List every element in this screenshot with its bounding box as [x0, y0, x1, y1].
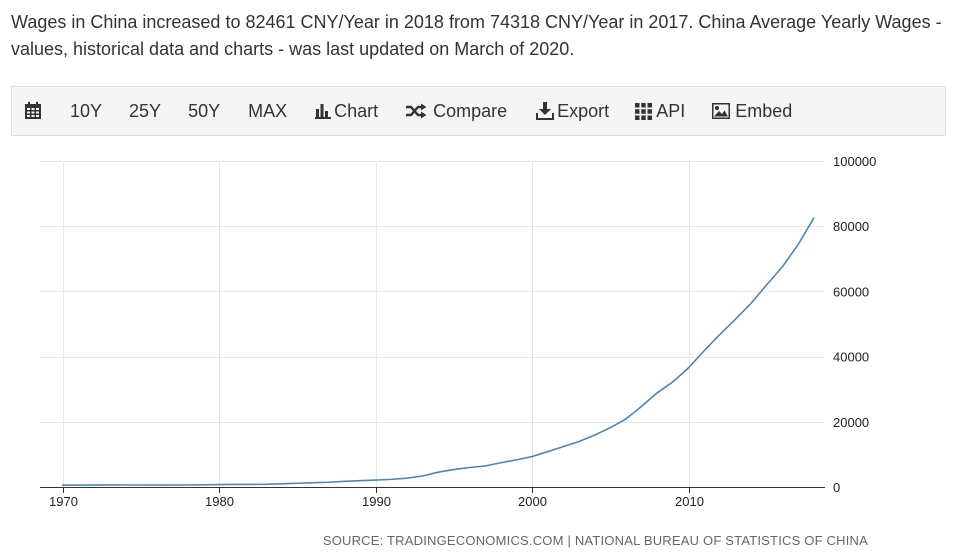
- chart-type-button[interactable]: Chart: [315, 101, 378, 122]
- y-tick-label: 0: [833, 480, 840, 495]
- download-icon: [536, 102, 555, 120]
- chart-label: Chart: [334, 100, 379, 121]
- range-50y-button[interactable]: 50Y: [188, 100, 221, 121]
- calendar-icon: [25, 102, 41, 119]
- calendar-button[interactable]: [24, 102, 42, 120]
- y-tick-label: 20000: [833, 415, 869, 430]
- y-tick-label: 40000: [833, 350, 869, 365]
- export-label: Export: [557, 100, 610, 121]
- chart-toolbar: 10Y 25Y 50Y MAX Chart Compare Export: [11, 86, 946, 136]
- series-line: [61, 217, 815, 486]
- range-25y-button[interactable]: 25Y: [129, 100, 162, 121]
- compare-label: Compare: [433, 100, 508, 121]
- embed-button[interactable]: Embed: [712, 101, 792, 122]
- x-tick-label: 1970: [49, 494, 78, 509]
- shuffle-icon: [406, 103, 427, 119]
- y-tick-label: 80000: [833, 219, 869, 234]
- y-tick-label: 100000: [833, 154, 876, 169]
- api-label: API: [656, 100, 686, 121]
- chart-area: 1970 1980 1990 2000 2010 0 20000 40000 60000 8000…: [0, 136, 953, 555]
- api-button[interactable]: API: [635, 101, 685, 122]
- x-tick-label: 1990: [362, 494, 391, 509]
- x-tick-label: 1980: [205, 494, 234, 509]
- range-10y-button[interactable]: 10Y: [70, 100, 103, 121]
- x-tick-label: 2000: [518, 494, 547, 509]
- compare-button[interactable]: Compare: [405, 101, 507, 122]
- source-caption: SOURCE: TRADINGECONOMICS.COM | NATIONAL …: [323, 533, 868, 548]
- line-chart: 1970 1980 1990 2000 2010 0 20000 40000 60000 8000…: [40, 154, 876, 548]
- y-tick-label: 60000: [833, 284, 869, 299]
- x-tick-label: 2010: [675, 494, 704, 509]
- embed-label: Embed: [735, 100, 793, 121]
- bar-chart-icon: [315, 104, 332, 119]
- export-button[interactable]: Export: [536, 101, 609, 122]
- range-max-button[interactable]: MAX: [248, 100, 288, 121]
- headline-text: Wages in China increased to 82461 CNY/Ye…: [11, 12, 942, 59]
- grid-icon: [635, 102, 653, 120]
- image-icon: [712, 103, 731, 119]
